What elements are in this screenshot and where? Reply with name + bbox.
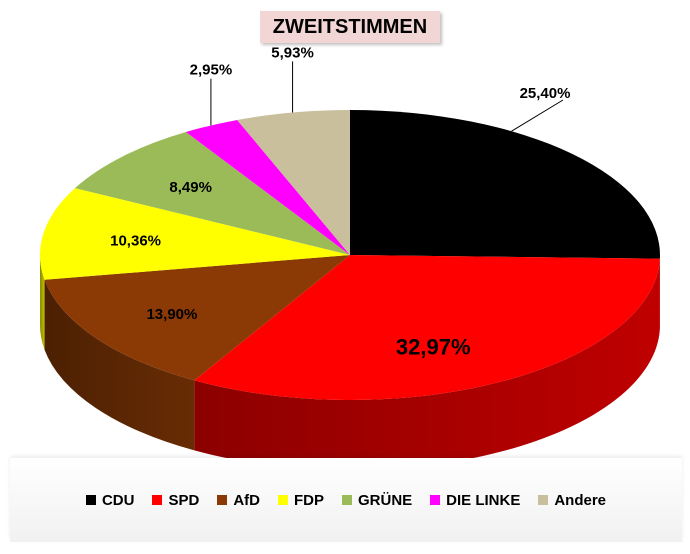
legend-swatch	[430, 495, 441, 505]
data-label-fdp: 10,36%	[110, 232, 161, 249]
legend-swatch	[277, 495, 288, 505]
pie-slice-die-linke	[185, 119, 350, 255]
data-label-cdu: 25,40%	[520, 85, 571, 102]
data-label-die-linke: 2,95%	[190, 62, 233, 79]
pie-slice-spd	[194, 255, 660, 400]
pie-slice-grüne	[74, 131, 350, 255]
legend-item-cdu: CDU	[85, 491, 135, 509]
legend-item-andere: Andere	[538, 492, 606, 509]
pie-side-fdp	[40, 255, 45, 350]
legend-label: AfD	[233, 491, 260, 509]
legend-swatch	[538, 495, 549, 505]
legend-label: DIE LINKE	[446, 491, 521, 509]
legend: CDU SPD AfD FDP GRÜNE DIE LINKE Andere	[10, 458, 682, 542]
legend-item-afd: AfD	[217, 492, 260, 509]
pie-slice-afd	[44, 255, 350, 381]
pie-slice-cdu	[350, 110, 660, 259]
leader-line-cdu	[511, 99, 564, 132]
pie-slice-andere	[237, 110, 350, 255]
pie-side-spd	[194, 258, 660, 460]
legend-swatch	[341, 495, 352, 505]
legend-label: Andere	[554, 491, 607, 509]
legend-label: CDU	[101, 491, 135, 509]
data-label-spd: 32,97%	[396, 335, 471, 360]
chart-title: ZWEITSTIMMEN	[260, 11, 440, 43]
pie-side-afd	[44, 279, 195, 451]
legend-label: FDP	[293, 491, 324, 509]
legend-item-spd: SPD	[152, 492, 199, 509]
legend-item-grüne: GRÜNE	[341, 491, 413, 509]
pie-slice-fdp	[39, 188, 350, 280]
data-label-afd: 13,90%	[146, 306, 197, 323]
pie-chart: 25,40% 32,97% 13,90% 10,36% 8,49% 2,95% 5,93%	[39, 44, 660, 460]
legend-swatch	[217, 495, 228, 505]
legend-swatch	[152, 495, 163, 505]
legend-item-fdp: FDP	[277, 491, 324, 509]
legend-swatch	[85, 495, 96, 505]
legend-item-die-linke: DIE LINKE	[430, 492, 520, 509]
data-label-andere: 5,93%	[271, 44, 314, 61]
data-label-grüne: 8,49%	[169, 179, 212, 196]
legend-label: GRÜNE	[357, 491, 413, 509]
legend-label: SPD	[168, 491, 200, 509]
